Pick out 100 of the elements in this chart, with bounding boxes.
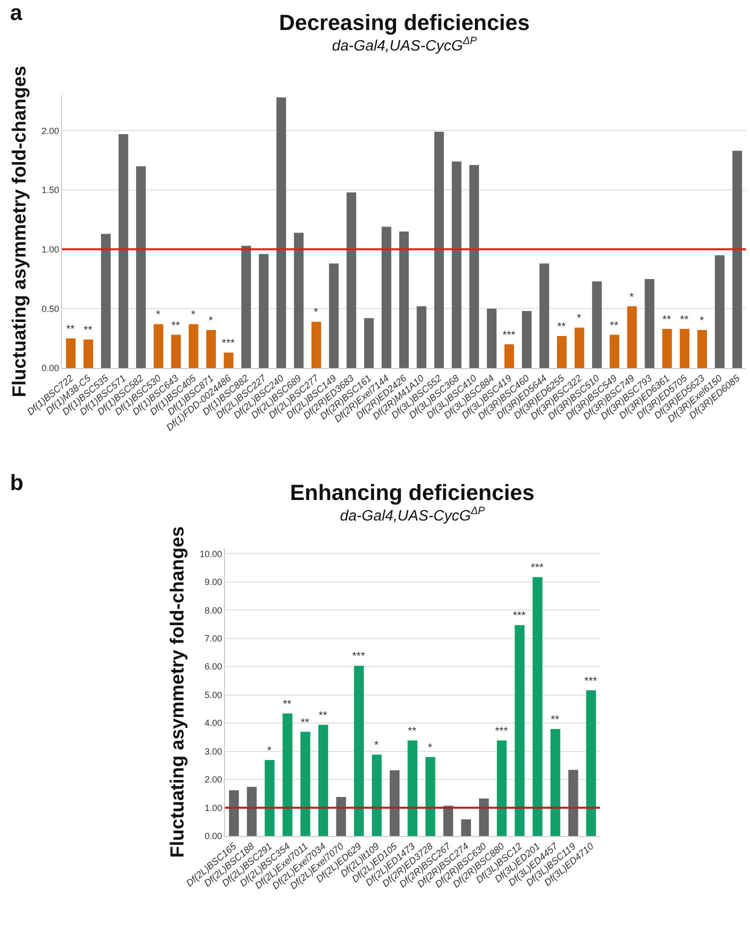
bar [83, 340, 94, 368]
bar [364, 318, 374, 368]
data-label: ** [662, 314, 672, 326]
bar [574, 328, 584, 368]
chart-title: Enhancing deficiencies [290, 480, 535, 505]
bar [425, 756, 436, 836]
bar [206, 330, 216, 368]
bar [627, 306, 637, 368]
bar [382, 226, 392, 368]
bar [568, 770, 578, 836]
bar [416, 306, 426, 368]
bar [486, 308, 497, 368]
bar [300, 732, 310, 836]
bar [336, 797, 346, 836]
bar [452, 161, 462, 368]
data-label: * [267, 745, 272, 758]
chart-subtitle: da-Gal4,UAS-CycG$^{ΔP}$ [332, 35, 477, 54]
y-tick-label: 1.00 [42, 244, 60, 254]
bar [282, 713, 292, 836]
data-label: ** [84, 324, 93, 337]
y-tick-label: 5.00 [204, 690, 222, 700]
bar [469, 165, 479, 368]
bar [504, 344, 514, 368]
data-label: *** [495, 726, 509, 738]
data-label: *** [352, 650, 366, 663]
bar [532, 577, 542, 836]
bar [697, 330, 707, 368]
bar [224, 352, 234, 368]
bar [136, 166, 146, 368]
bar [372, 754, 382, 836]
bar [514, 625, 525, 836]
data-label: * [156, 309, 161, 322]
data-label: ** [282, 698, 292, 710]
y-tick-label: 8.00 [204, 605, 222, 616]
bar [592, 281, 602, 368]
bar [680, 328, 690, 368]
data-label: *** [502, 329, 516, 342]
data-label: ** [557, 320, 566, 333]
bar [399, 232, 409, 368]
data-label: ** [610, 320, 620, 332]
data-label: ** [408, 726, 418, 738]
data-label: * [700, 315, 705, 328]
bar [264, 760, 275, 836]
data-label: ** [66, 323, 76, 336]
bar [318, 724, 328, 836]
y-axis-title: Fluctuating asymmetry fold-changes [10, 66, 31, 398]
data-label: ** [680, 314, 690, 326]
data-label: ** [300, 716, 310, 729]
bar [550, 728, 560, 836]
y-tick-label: 0.50 [42, 304, 60, 314]
bar [246, 786, 257, 836]
data-label: *** [512, 610, 526, 622]
bar [496, 740, 507, 836]
bar [101, 234, 111, 368]
bar [258, 254, 269, 368]
y-tick-label: 2.00 [42, 126, 60, 136]
chart-title: Decreasing deficiencies [279, 10, 530, 35]
data-label: * [314, 306, 319, 319]
bar [118, 134, 128, 368]
y-tick-label: 0.00 [204, 831, 222, 842]
y-tick-label: 2.00 [204, 774, 222, 785]
chart-subtitle: da-Gal4,UAS-CycG$^{ΔP}$ [340, 505, 485, 524]
bar [539, 264, 550, 368]
y-tick-label: 4.00 [204, 718, 222, 728]
bar [443, 806, 454, 836]
y-tick-label: 1.00 [204, 802, 222, 813]
bar [522, 311, 532, 368]
y-tick-label: 0.00 [42, 363, 60, 374]
text: a [10, 0, 23, 25]
bar [662, 328, 672, 368]
bar [644, 278, 654, 368]
bar [276, 97, 286, 368]
data-label: * [374, 740, 380, 752]
bar [154, 324, 164, 368]
data-label: ** [318, 710, 328, 722]
data-label: * [191, 309, 196, 322]
bar [557, 336, 567, 368]
data-label: ** [550, 714, 560, 726]
y-tick-label: 3.00 [204, 746, 222, 756]
bar [714, 255, 725, 368]
data-label: * [208, 315, 214, 328]
bar [390, 770, 400, 836]
text: b [10, 470, 24, 495]
bar [229, 790, 239, 836]
data-label: * [428, 742, 433, 754]
bar [479, 798, 489, 836]
data-label: *** [584, 675, 598, 688]
bar [66, 338, 76, 368]
data-label: ** [171, 320, 181, 332]
y-tick-label: 9.00 [204, 577, 222, 588]
bar [732, 150, 742, 368]
bar [171, 334, 181, 368]
bar [346, 192, 356, 368]
y-tick-label: 6.00 [204, 662, 222, 672]
bar [329, 264, 339, 368]
data-label: * [630, 291, 634, 304]
bar [434, 132, 444, 368]
bar [188, 324, 198, 368]
bar [311, 322, 322, 368]
data-label: *** [222, 338, 236, 350]
